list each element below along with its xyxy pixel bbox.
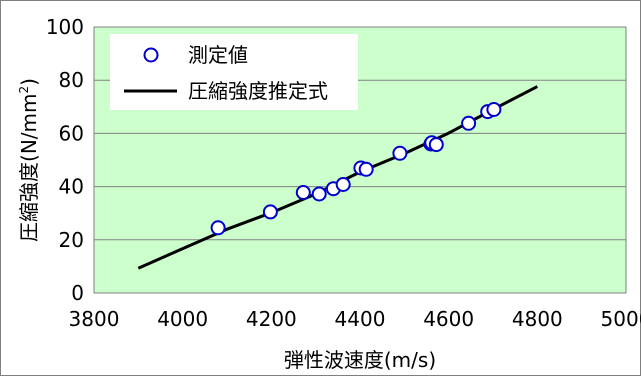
y-tick-label: 40 [59, 175, 84, 199]
x-tick-label: 4000 [157, 307, 208, 331]
legend: 測定値 圧縮強度推定式 [110, 34, 358, 110]
x-tick-label: 3800 [69, 307, 120, 331]
y-axis-label-superscript: 2 [17, 86, 31, 94]
legend-marker-symbol [143, 47, 159, 63]
data-point [311, 186, 327, 202]
data-point [358, 161, 374, 177]
measured-points-layer [210, 102, 502, 236]
x-tick-label: 4800 [512, 307, 563, 331]
data-point [392, 145, 408, 161]
data-point [295, 185, 311, 200]
legend-box [110, 34, 358, 110]
data-point [210, 220, 226, 236]
legend-label-measured: 測定値 [188, 43, 248, 67]
y-axis-label: 圧縮強度(N/mm2) [17, 78, 41, 242]
x-tick-label: 4600 [423, 307, 474, 331]
data-point [262, 204, 278, 220]
data-point [486, 102, 502, 117]
data-point [428, 137, 444, 153]
legend-label-estimate: 圧縮強度推定式 [188, 79, 328, 103]
y-axis-ticks: 0 20 40 60 80 100 [46, 15, 84, 305]
x-tick-label: 4200 [246, 307, 297, 331]
y-tick-label: 20 [59, 228, 84, 252]
y-tick-label: 0 [71, 281, 84, 305]
x-tick-label: 4400 [335, 307, 386, 331]
data-point [461, 115, 477, 131]
y-tick-label: 100 [46, 15, 84, 39]
y-tick-label: 60 [59, 121, 84, 145]
y-tick-label: 80 [59, 68, 84, 92]
data-point [335, 177, 351, 192]
x-axis-label: 弾性波速度(m/s) [284, 348, 436, 372]
